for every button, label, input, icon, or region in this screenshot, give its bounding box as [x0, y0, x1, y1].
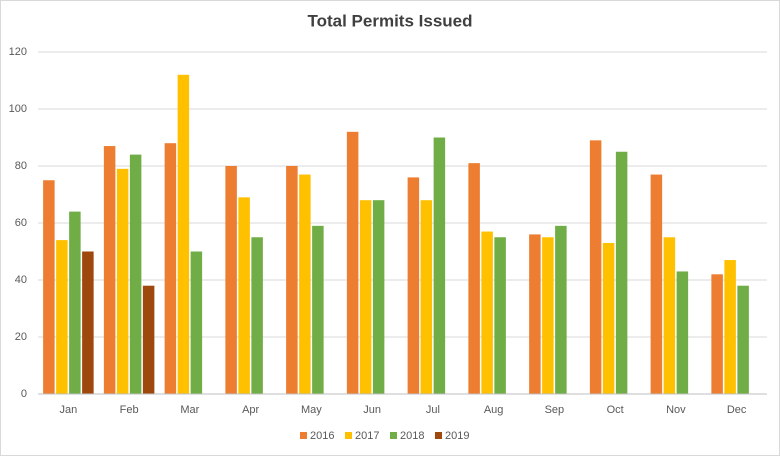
bar	[299, 174, 311, 394]
bar	[711, 274, 723, 394]
y-tick-label: 100	[9, 103, 27, 115]
bar	[615, 151, 628, 394]
bar	[372, 200, 385, 394]
y-tick-label: 40	[15, 274, 27, 286]
x-tick-label: May	[301, 404, 322, 416]
bar	[190, 251, 203, 394]
legend-swatch	[435, 432, 442, 439]
x-tick-label: Aug	[484, 404, 504, 416]
bar	[251, 237, 263, 394]
bar	[286, 166, 298, 394]
legend-swatch	[390, 432, 397, 439]
x-tick-label: Feb	[120, 404, 139, 416]
bar	[407, 177, 420, 394]
bar	[312, 225, 324, 394]
x-tick-label: Sep	[545, 404, 565, 416]
legend-label: 2019	[445, 430, 469, 442]
bar	[359, 200, 372, 394]
legend-label: 2017	[355, 430, 379, 442]
bar	[238, 197, 250, 394]
bar	[529, 234, 541, 394]
bar	[724, 260, 736, 394]
bar	[116, 168, 129, 394]
bar	[650, 174, 663, 394]
bar	[589, 140, 602, 394]
bar	[555, 225, 567, 394]
bar	[56, 240, 68, 394]
bar	[225, 166, 237, 394]
x-tick-label: Dec	[727, 404, 747, 416]
y-tick-label: 80	[15, 160, 27, 172]
bar	[43, 180, 55, 394]
bar	[468, 163, 480, 394]
x-tick-label: Mar	[180, 404, 199, 416]
legend-label: 2018	[400, 430, 424, 442]
y-tick-label: 60	[15, 217, 27, 229]
bar	[82, 251, 94, 394]
bar	[602, 242, 615, 394]
y-tick-label: 0	[21, 388, 27, 400]
bar	[177, 74, 190, 395]
bar	[494, 237, 506, 394]
bar	[164, 143, 177, 394]
bar	[103, 146, 116, 394]
bar	[69, 211, 81, 394]
legend-swatch	[345, 432, 352, 439]
chart-title: Total Permits Issued	[307, 11, 472, 30]
x-tick-label: Jun	[363, 404, 381, 416]
legend-label: 2016	[310, 430, 334, 442]
x-tick-label: Oct	[607, 404, 624, 416]
bar	[737, 285, 749, 394]
bar	[676, 271, 689, 394]
x-tick-label: Apr	[242, 404, 259, 416]
y-tick-label: 120	[9, 46, 27, 58]
bar	[420, 200, 433, 394]
bar	[129, 154, 142, 394]
bar	[542, 237, 554, 394]
x-tick-label: Jan	[60, 404, 78, 416]
bar	[663, 237, 676, 394]
bar	[433, 137, 446, 394]
bar	[346, 131, 359, 395]
bar	[481, 231, 493, 394]
bar	[142, 285, 155, 394]
x-tick-label: Jul	[426, 404, 440, 416]
y-tick-label: 20	[15, 331, 27, 343]
legend-swatch	[300, 432, 307, 439]
x-tick-label: Nov	[666, 404, 686, 416]
